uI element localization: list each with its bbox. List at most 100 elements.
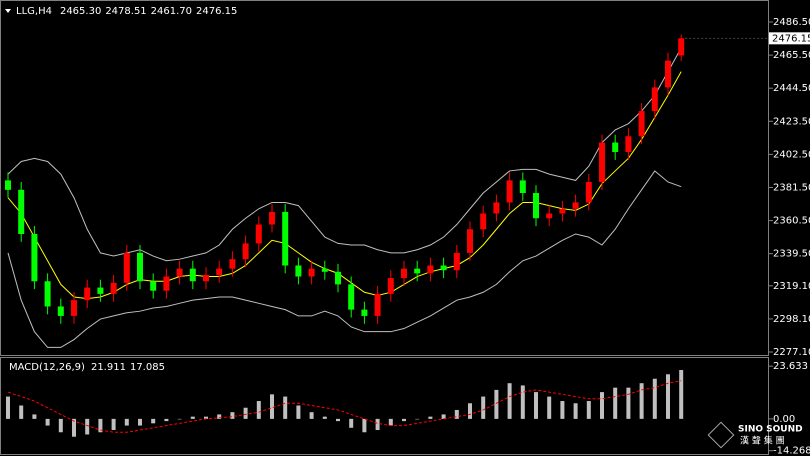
macd-title: MACD(12,26,9) (9, 362, 85, 373)
macd-bar (494, 389, 499, 419)
candle-body (57, 306, 64, 316)
macd-bar (560, 401, 565, 419)
macd-bar (230, 412, 235, 419)
y-tick-label: 2486.50 (773, 17, 810, 28)
macd-bar (151, 418, 156, 424)
candle-body (414, 268, 421, 274)
main-frame (0, 0, 769, 356)
y-tick-label: 2465.50 (773, 50, 810, 61)
candle-body (18, 189, 25, 234)
candle-body (242, 243, 249, 260)
candle-body (123, 252, 130, 283)
macd-bar (322, 416, 327, 419)
indicator-line (7, 71, 682, 300)
candle-body (348, 284, 355, 310)
candle-body (612, 142, 619, 153)
y-tick-label: 2381.50 (773, 182, 810, 193)
header-value: 17.085 (130, 362, 165, 373)
candle-body (229, 259, 236, 269)
candle-body (387, 278, 394, 294)
macd-bar (468, 403, 472, 419)
candle-body (480, 213, 487, 230)
y-tick-label: 2402.50 (773, 149, 810, 160)
candle-body (5, 180, 11, 190)
y-tick-label: 2360.50 (773, 216, 810, 227)
y-tick-label: 2277.10 (773, 347, 810, 358)
signal-line (7, 380, 682, 433)
macd-bar (613, 387, 618, 419)
candle-body (150, 281, 157, 291)
candle-body (585, 181, 592, 203)
macd-bar (507, 383, 512, 419)
macd-bar (652, 378, 657, 419)
candle-body (163, 276, 170, 291)
candle-body (453, 252, 460, 271)
macd-bar (547, 396, 552, 419)
candle-body (44, 281, 51, 307)
macd-bar (586, 401, 591, 419)
macd-bar (243, 407, 248, 419)
y-tick-label: 2423.50 (773, 116, 810, 127)
macd-bar (296, 405, 301, 419)
candle-body (203, 274, 209, 282)
watermark: SINO SOUND 漢 聲 集 團 (707, 421, 803, 449)
y-tick-label: -14.268 (773, 446, 810, 456)
candle-body (31, 233, 38, 282)
header-value: 2478.51 (105, 6, 146, 17)
macd-bar (349, 418, 354, 428)
candle-body (295, 265, 302, 277)
candle-body (361, 309, 368, 316)
macd-bar (679, 370, 684, 419)
macd-bar (58, 418, 63, 433)
macd-bar (164, 418, 169, 422)
candle-body (255, 224, 262, 244)
candle-body (216, 268, 223, 275)
candle-body (533, 192, 539, 219)
macd-bar (402, 418, 406, 422)
chart-title: LLG,H4 (16, 6, 52, 17)
price-box (769, 32, 810, 45)
candle-body (572, 202, 579, 209)
y-tick-label: 0.00 (773, 414, 795, 425)
macd-bar (534, 392, 538, 419)
candle-body (467, 229, 473, 253)
candle-body (269, 211, 275, 225)
candle-body (308, 268, 315, 277)
watermark-subtitle: 漢 聲 集 團 (740, 435, 785, 447)
macd-bar (72, 418, 76, 437)
macd-bar (639, 383, 644, 419)
macd-bar (111, 418, 116, 431)
candle-body (493, 202, 500, 214)
macd-bar (98, 418, 103, 433)
candle-body (335, 271, 341, 285)
candle-body (559, 208, 566, 214)
macd-bar (177, 418, 182, 420)
macd-frame (0, 357, 769, 455)
y-tick-label: 2298.10 (773, 314, 810, 325)
dropdown-arrow (5, 9, 11, 13)
macd-bar (256, 401, 261, 419)
macd-bar (626, 387, 631, 419)
macd-bar (481, 396, 486, 419)
macd-bar (600, 392, 604, 419)
candle-body (84, 287, 91, 301)
macd-bar (415, 418, 420, 420)
candle-body (678, 38, 685, 56)
macd-bar (45, 418, 50, 426)
candle-body (427, 265, 434, 274)
macd-bar (85, 418, 90, 435)
macd-bar (388, 418, 393, 426)
candle-body (506, 180, 513, 203)
macd-bar (124, 418, 129, 426)
candle-body (137, 252, 143, 282)
candle-body (519, 180, 526, 193)
macd-bar (454, 409, 459, 419)
macd-bar (573, 403, 578, 419)
y-tick-label: 2319.10 (773, 281, 810, 292)
macd-bar (375, 418, 380, 431)
indicator-line (7, 170, 682, 348)
header-value: 2465.30 (60, 6, 101, 17)
macd-bar (6, 396, 10, 419)
